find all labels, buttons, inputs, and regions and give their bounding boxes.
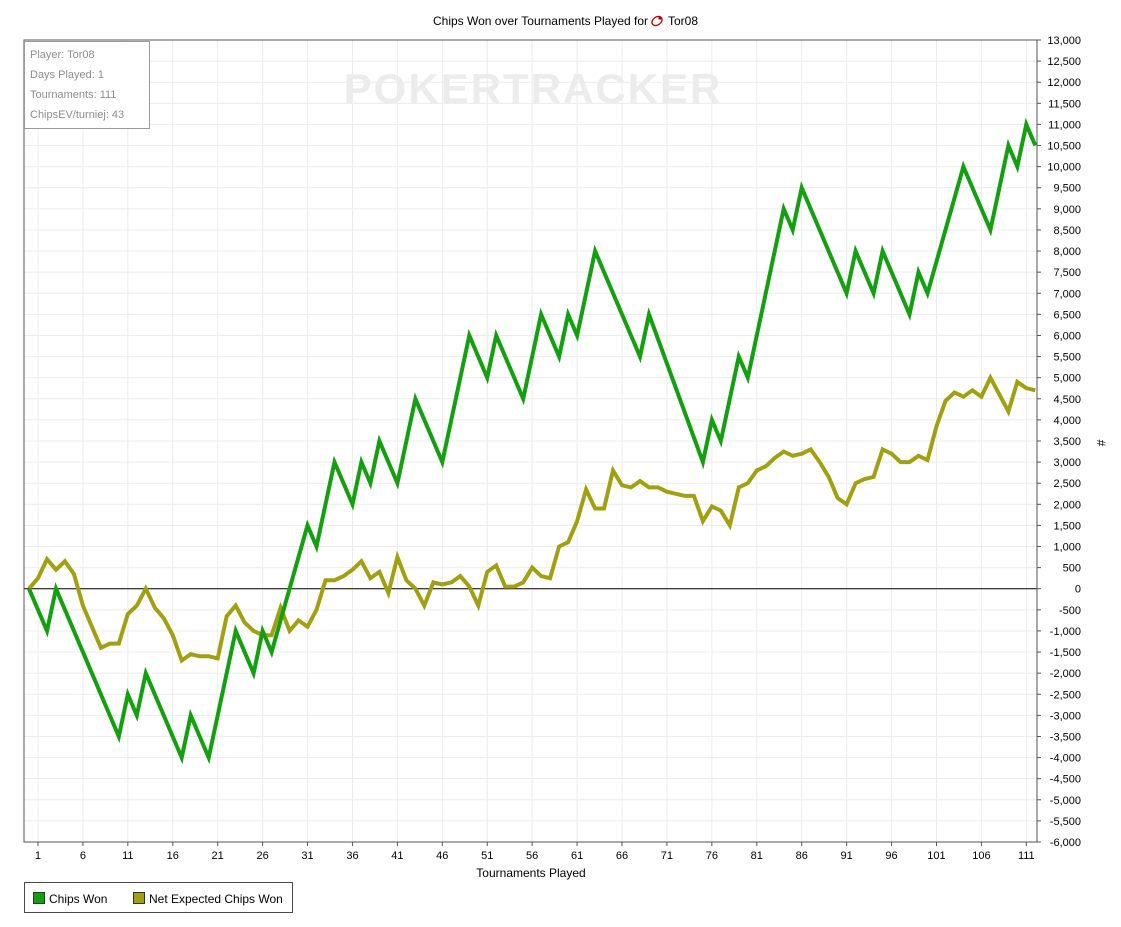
y-axis: 13,000 12,500 12,000 11,500 11,000 10,500 10,0… bbox=[1037, 35, 1081, 849]
stat-tournaments: Tournaments: 111 bbox=[30, 89, 117, 101]
y-tick-label: -3,500 bbox=[1050, 731, 1081, 743]
y-tick-label: 12,500 bbox=[1047, 56, 1081, 68]
x-tick-label: 61 bbox=[571, 850, 583, 862]
legend-item-net-expected[interactable]: Net Expected Chips Won bbox=[133, 892, 283, 906]
y-tick-label: -2,500 bbox=[1050, 689, 1081, 701]
legend-label-chips-won: Chips Won bbox=[49, 892, 108, 906]
y-tick-label: -4,500 bbox=[1050, 774, 1081, 786]
y-tick-label: 8,500 bbox=[1053, 225, 1081, 237]
y-tick-label: 11,000 bbox=[1048, 119, 1081, 131]
y-tick-label: 4,500 bbox=[1053, 394, 1081, 406]
grid bbox=[24, 39, 1037, 843]
y-tick-label: 1,000 bbox=[1053, 542, 1081, 554]
stats-box: Player: Tor08 Days Played: 1 Tournaments… bbox=[24, 41, 150, 129]
y-tick-label: 1,500 bbox=[1053, 520, 1081, 532]
x-tick-label: 111 bbox=[1018, 850, 1035, 862]
y-tick-label: 10,000 bbox=[1047, 162, 1081, 174]
x-tick-label: 46 bbox=[436, 850, 448, 862]
y-tick-label: 7,000 bbox=[1053, 288, 1081, 300]
x-tick-label: 51 bbox=[481, 850, 493, 862]
x-tick-label: 26 bbox=[256, 850, 268, 862]
y-tick-label: 13,000 bbox=[1047, 35, 1081, 47]
y-tick-label: -6,000 bbox=[1050, 837, 1081, 849]
x-tick-label: 81 bbox=[751, 850, 763, 862]
series-line-chips-won bbox=[27, 117, 1038, 765]
x-tick-label: 96 bbox=[885, 850, 897, 862]
y-tick-label: 11,500 bbox=[1048, 98, 1081, 110]
y-tick-label: 6,000 bbox=[1053, 330, 1081, 342]
y-tick-label: 5,500 bbox=[1053, 352, 1081, 364]
x-axis-label: Tournaments Played bbox=[476, 866, 585, 880]
x-tick-label: 11 bbox=[122, 850, 133, 862]
legend-swatch-net-expected bbox=[133, 892, 145, 904]
y-tick-label: -5,000 bbox=[1050, 795, 1081, 807]
stat-chips-ev: ChipsEV/turniej: 43 bbox=[30, 109, 125, 121]
chart-title: Chips Won over Tournaments Played for bbox=[433, 14, 648, 28]
y-tick-label: 8,000 bbox=[1053, 246, 1081, 258]
legend-swatch-chips-won bbox=[33, 892, 45, 904]
y-tick-label: 12,000 bbox=[1047, 77, 1081, 89]
x-tick-label: 91 bbox=[841, 850, 853, 862]
y-tick-label: 500 bbox=[1063, 563, 1081, 575]
y-tick-label: 5,000 bbox=[1053, 373, 1081, 385]
stat-player: Player: Tor08 bbox=[30, 49, 95, 61]
x-tick-label: 21 bbox=[212, 850, 224, 862]
chart-title-player: Tor08 bbox=[668, 14, 698, 28]
y-tick-label: 9,000 bbox=[1053, 204, 1081, 216]
y-tick-label: 3,000 bbox=[1053, 457, 1081, 469]
watermark: POKERTRACKER bbox=[344, 65, 723, 112]
x-tick-label: 41 bbox=[391, 850, 403, 862]
x-tick-label: 56 bbox=[526, 850, 538, 862]
x-tick-label: 86 bbox=[796, 850, 808, 862]
y-tick-label: 7,500 bbox=[1053, 267, 1081, 279]
x-tick-label: 71 bbox=[661, 850, 673, 862]
y-tick-label: 2,000 bbox=[1053, 499, 1081, 511]
x-tick-label: 101 bbox=[927, 850, 945, 862]
y-axis-label: # bbox=[1094, 440, 1108, 447]
y-tick-label: -5,500 bbox=[1050, 816, 1081, 828]
y-tick-label: -4,000 bbox=[1050, 753, 1081, 765]
legend-item-chips-won[interactable]: Chips Won bbox=[33, 892, 107, 906]
x-tick-label: 16 bbox=[167, 850, 179, 862]
stat-days-played: Days Played: 1 bbox=[30, 69, 104, 81]
y-tick-label: -3,000 bbox=[1050, 710, 1081, 722]
y-tick-label: 3,500 bbox=[1053, 436, 1081, 448]
x-tick-label: 36 bbox=[346, 850, 358, 862]
y-tick-label: 6,500 bbox=[1053, 309, 1081, 321]
legend-label-net-expected: Net Expected Chips Won bbox=[149, 892, 283, 906]
y-tick-label: 9,500 bbox=[1053, 183, 1081, 195]
x-tick-label: 31 bbox=[301, 850, 313, 862]
y-tick-label: -500 bbox=[1059, 605, 1081, 617]
x-axis: 1 6 11 16 21 26 31 36 41 46 51 56 61 66 71 76 81 86 91 96 10… bbox=[35, 842, 1035, 862]
x-tick-label: 6 bbox=[80, 850, 86, 862]
legend: Chips Won Net Expected Chips Won bbox=[24, 882, 293, 913]
player-icon bbox=[651, 15, 663, 27]
y-tick-label: 10,500 bbox=[1047, 141, 1081, 153]
y-tick-label: -2,000 bbox=[1050, 668, 1081, 680]
x-tick-label: 76 bbox=[706, 850, 718, 862]
y-tick-label: 0 bbox=[1075, 584, 1081, 596]
x-tick-label: 1 bbox=[35, 850, 41, 862]
x-tick-label: 106 bbox=[972, 850, 990, 862]
y-tick-label: -1,000 bbox=[1050, 626, 1081, 638]
x-tick-label: 66 bbox=[616, 850, 628, 862]
series-line-net-expected-chips-won bbox=[27, 373, 1036, 664]
y-tick-label: -1,500 bbox=[1050, 647, 1081, 659]
y-tick-label: 4,000 bbox=[1053, 415, 1081, 427]
y-tick-label: 2,500 bbox=[1053, 478, 1081, 490]
